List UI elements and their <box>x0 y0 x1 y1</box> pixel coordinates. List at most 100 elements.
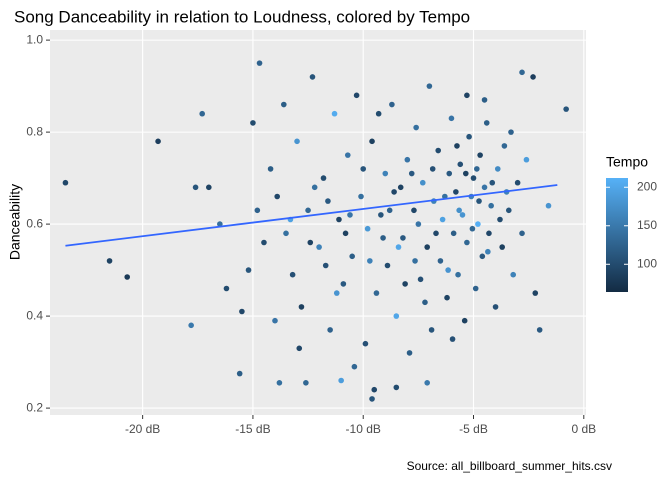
y-tick-label: 0.2 <box>26 400 43 414</box>
point <box>338 377 344 384</box>
point <box>305 207 311 214</box>
point <box>488 202 494 209</box>
point <box>508 129 514 135</box>
point <box>320 175 327 181</box>
point <box>358 193 364 200</box>
point <box>344 152 351 158</box>
point <box>448 115 455 122</box>
point <box>333 290 340 296</box>
point <box>453 189 459 195</box>
point <box>106 258 113 264</box>
point <box>360 166 367 172</box>
y-axis-label: Danceability <box>7 184 23 260</box>
point <box>192 184 199 191</box>
point <box>393 313 400 319</box>
point <box>429 166 436 172</box>
point <box>395 244 402 250</box>
point <box>450 230 457 237</box>
point <box>461 317 468 324</box>
x-tick-label: 0 dB <box>571 422 596 436</box>
chart-title: Song Danceability in relation to Loudnes… <box>14 7 470 26</box>
point <box>325 198 331 204</box>
point <box>322 262 329 269</box>
point <box>469 225 476 232</box>
point <box>309 74 316 80</box>
point <box>62 179 69 186</box>
point <box>389 101 395 108</box>
point <box>380 235 386 241</box>
point <box>261 239 267 246</box>
point <box>283 230 289 237</box>
point <box>435 147 442 154</box>
point <box>369 396 375 402</box>
point <box>456 207 462 214</box>
point <box>413 124 419 131</box>
point <box>223 285 230 292</box>
colorbar <box>606 178 628 292</box>
point <box>256 60 263 66</box>
y-tick-label: 0.6 <box>26 216 43 230</box>
point <box>536 327 543 333</box>
point <box>483 120 490 126</box>
trend-line <box>65 184 558 247</box>
point <box>444 294 450 301</box>
point <box>464 239 470 246</box>
point <box>457 161 464 168</box>
point <box>433 230 439 237</box>
point <box>449 336 456 342</box>
point <box>477 152 483 158</box>
point <box>459 212 466 218</box>
point <box>532 290 539 296</box>
point <box>217 221 223 227</box>
point <box>474 166 480 172</box>
legend-title: Tempo <box>606 154 648 170</box>
y-tick-label: 0.4 <box>26 308 43 322</box>
point <box>470 175 477 181</box>
point <box>411 207 417 214</box>
point <box>428 327 435 333</box>
point <box>439 216 446 223</box>
point <box>402 281 408 287</box>
point <box>466 133 472 140</box>
y-tick-label: 1.0 <box>26 32 43 46</box>
point <box>378 212 384 218</box>
point <box>199 110 205 117</box>
point <box>489 179 496 186</box>
point <box>523 156 530 163</box>
point <box>349 253 355 260</box>
point <box>514 179 521 186</box>
point <box>245 267 252 273</box>
point <box>373 290 380 296</box>
point <box>519 230 525 237</box>
point <box>250 120 256 126</box>
point <box>327 327 333 333</box>
point <box>386 207 393 214</box>
point <box>239 308 245 315</box>
point <box>545 202 552 209</box>
x-tick-label: -15 dB <box>235 422 270 436</box>
point <box>481 97 488 103</box>
point <box>303 380 309 386</box>
point <box>476 198 482 204</box>
point <box>188 322 194 329</box>
point <box>486 230 492 237</box>
point <box>298 304 305 310</box>
point <box>415 221 422 227</box>
point <box>446 170 453 177</box>
legend-label: 100 <box>637 256 657 270</box>
point <box>342 230 349 237</box>
point <box>369 138 375 145</box>
point <box>530 74 536 80</box>
point <box>311 184 318 191</box>
point <box>296 345 303 352</box>
x-tick-label: -20 dB <box>125 422 160 436</box>
point <box>276 380 283 386</box>
plot-panel <box>50 30 586 415</box>
point <box>422 299 428 306</box>
point <box>351 363 358 370</box>
point <box>375 110 382 117</box>
point <box>424 380 430 386</box>
point <box>367 258 373 264</box>
point <box>505 207 512 214</box>
point <box>307 239 314 246</box>
